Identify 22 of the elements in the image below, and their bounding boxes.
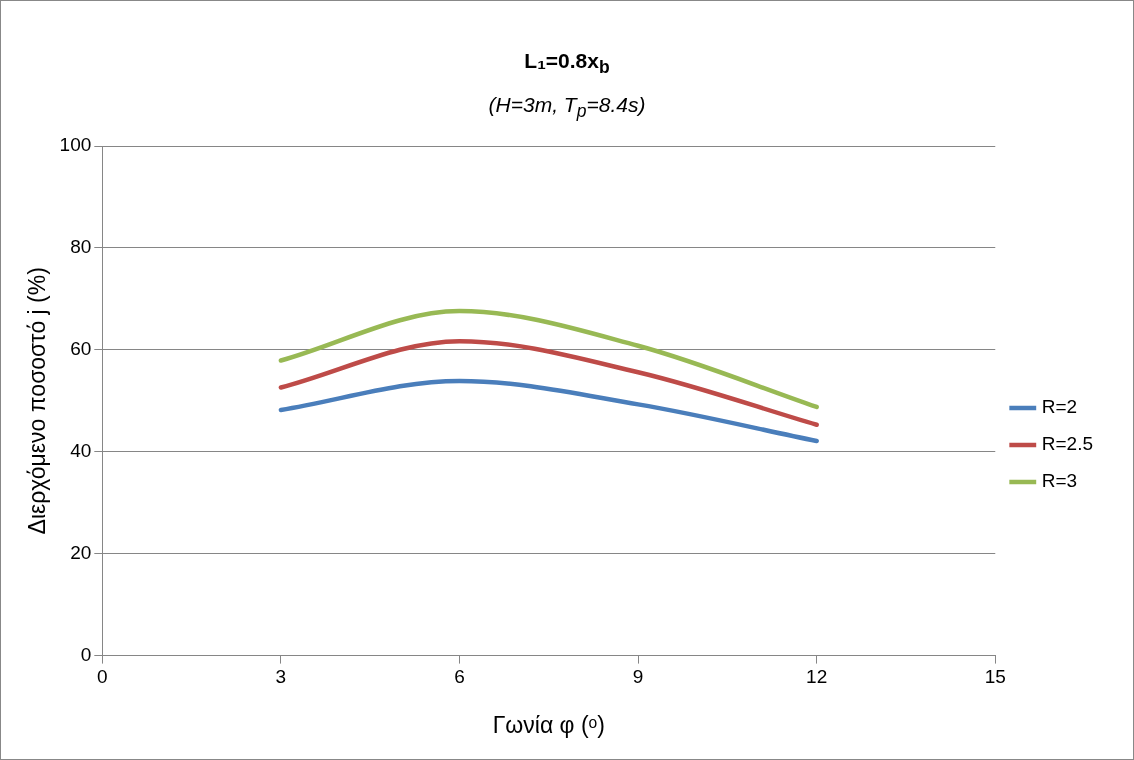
chart-subtitle: (H=3m, T$_{p}$=8.4s) [487, 93, 647, 123]
x-tick-label: 15 [984, 666, 1006, 688]
x-tick-label: 12 [806, 666, 828, 688]
chart-title: L₁=0.8x$_{b}$ [523, 49, 611, 79]
y-tick-label: 80 [70, 236, 92, 258]
x-axis-title: Γωνία φ (ᵒ) [492, 711, 605, 738]
y-tick-label: 100 [59, 134, 92, 156]
y-tick-label: 60 [70, 338, 92, 360]
x-tick-label: 0 [97, 666, 108, 688]
line-series [278, 308, 819, 410]
x-tick-label: 9 [632, 666, 644, 688]
y-tick-label: 40 [70, 439, 92, 461]
y-tick-label: 0 [80, 643, 92, 665]
line-series [278, 378, 819, 444]
legend-label: R=2 [1041, 396, 1078, 418]
x-tick-label: 3 [275, 666, 287, 688]
y-axis-title: Διερχόμενο ποσοστό j (%) [24, 267, 51, 535]
y-tick-label: 20 [70, 541, 92, 563]
legend-label: R=2.5 [1041, 433, 1093, 455]
legend-label: R=3 [1041, 470, 1078, 492]
x-tick-label: 6 [454, 666, 465, 688]
line-series [278, 338, 819, 427]
